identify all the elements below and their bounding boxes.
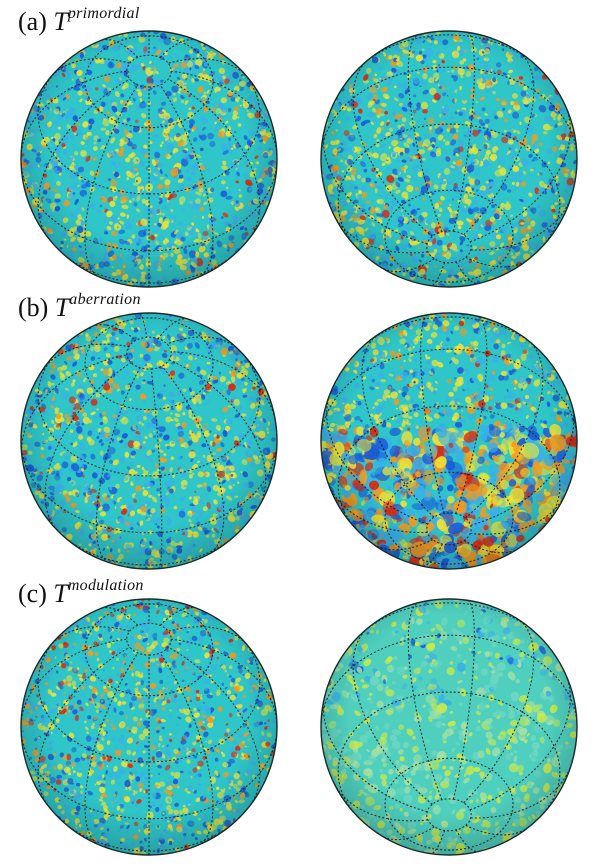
globe-outline: [20, 312, 278, 570]
globe-outline: [20, 30, 278, 288]
globe-outline: [320, 598, 578, 856]
globe-outline: [20, 598, 278, 856]
globe-b-left: [20, 312, 278, 570]
panel-tag-a: (a): [18, 7, 47, 36]
panel-tag-b: (b): [18, 293, 49, 322]
panel-superscript-a: primordial: [67, 5, 140, 22]
globe-a-right: [320, 30, 578, 288]
panel-symbol-b: T: [54, 293, 70, 322]
globe-a-left: [20, 30, 278, 288]
panel-label-c: (c) Tmodulation: [18, 578, 144, 607]
panel-label-a: (a) Tprimordial: [18, 6, 140, 35]
panel-superscript-b: aberration: [69, 291, 141, 308]
globe-c-left: [20, 598, 278, 856]
globe-b-right: [320, 312, 578, 570]
panel-superscript-c: modulation: [67, 577, 144, 594]
panel-tag-c: (c): [18, 579, 47, 608]
globe-outline: [320, 30, 578, 288]
panel-symbol-a: T: [53, 7, 68, 36]
globe-c-right: [320, 598, 578, 856]
globe-outline: [320, 312, 578, 570]
panel-symbol-c: T: [53, 579, 68, 608]
panel-label-b: (b) Taberration: [18, 292, 141, 321]
